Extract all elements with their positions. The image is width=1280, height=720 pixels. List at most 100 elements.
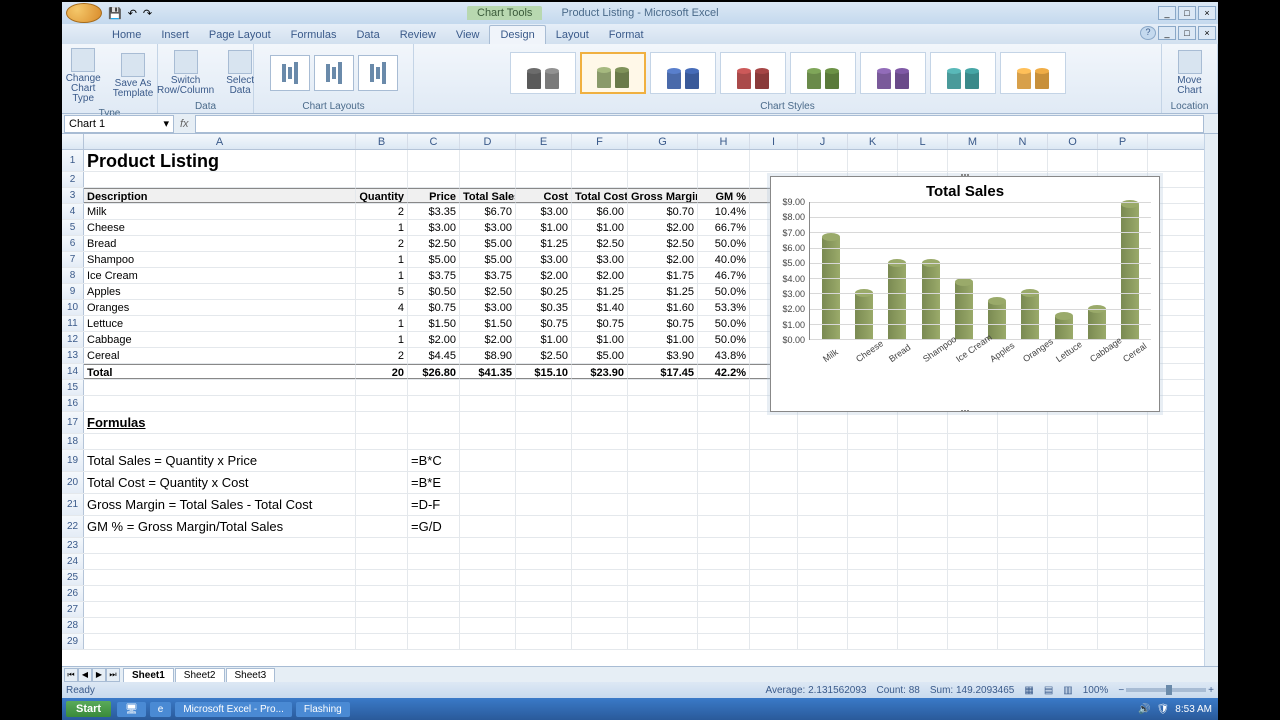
cell[interactable]: $0.50	[408, 284, 460, 299]
cell[interactable]: $3.35	[408, 204, 460, 219]
cell[interactable]: $2.00	[516, 268, 572, 283]
next-sheet-button[interactable]: ▶	[92, 668, 106, 682]
cell[interactable]: =B*C	[408, 450, 460, 471]
row-header-21[interactable]: 21	[62, 494, 84, 515]
column-header-C[interactable]: C	[408, 134, 460, 149]
cell[interactable]: 66.7%	[698, 220, 750, 235]
cell[interactable]: =G/D	[408, 516, 460, 537]
chart-bar[interactable]	[955, 282, 973, 339]
sheet-tab-sheet1[interactable]: Sheet1	[123, 668, 174, 682]
change-chart-type-button[interactable]: Change Chart Type	[62, 46, 105, 106]
cell[interactable]: $5.00	[408, 252, 460, 267]
chart-style-4[interactable]	[720, 52, 786, 94]
cell[interactable]: Shampoo	[84, 252, 356, 267]
cell[interactable]: $17.45	[628, 364, 698, 379]
undo-icon[interactable]: ↶	[128, 7, 137, 20]
cell[interactable]: Total Sales = Quantity x Price	[84, 450, 356, 471]
cell[interactable]: $1.75	[628, 268, 698, 283]
fx-icon[interactable]: fx	[174, 118, 195, 130]
cell[interactable]: Apples	[84, 284, 356, 299]
cell[interactable]: $5.00	[572, 348, 628, 363]
cell[interactable]: $1.00	[572, 220, 628, 235]
chart-style-8[interactable]	[1000, 52, 1066, 94]
cell[interactable]: 42.2%	[698, 364, 750, 379]
row-header-4[interactable]: 4	[62, 204, 84, 219]
cell[interactable]: Total Sales	[460, 188, 516, 203]
select-all-corner[interactable]	[62, 134, 84, 149]
cell[interactable]: Gross Margin = Total Sales - Total Cost	[84, 494, 356, 515]
cell[interactable]: Quantity	[356, 188, 408, 203]
chart-style-2[interactable]	[580, 52, 646, 94]
column-header-O[interactable]: O	[1048, 134, 1098, 149]
column-header-H[interactable]: H	[698, 134, 750, 149]
tab-layout[interactable]: Layout	[546, 26, 599, 44]
row-header-7[interactable]: 7	[62, 252, 84, 267]
cell[interactable]: 1	[356, 220, 408, 235]
quick-launch-ie[interactable]: e	[150, 702, 172, 717]
cell[interactable]: $15.10	[516, 364, 572, 379]
row-header-18[interactable]: 18	[62, 434, 84, 449]
column-header-F[interactable]: F	[572, 134, 628, 149]
prev-sheet-button[interactable]: ◀	[78, 668, 92, 682]
select-data-button[interactable]: Select Data	[222, 48, 258, 98]
cell[interactable]: $0.75	[408, 300, 460, 315]
cell[interactable]: Gross Margin	[628, 188, 698, 203]
first-sheet-button[interactable]: ⏮	[64, 668, 78, 682]
cell[interactable]: Milk	[84, 204, 356, 219]
cell[interactable]: 5	[356, 284, 408, 299]
chart-bar[interactable]	[888, 263, 906, 339]
cell[interactable]: Cabbage	[84, 332, 356, 347]
row-header-24[interactable]: 24	[62, 554, 84, 569]
cell[interactable]: $2.00	[460, 332, 516, 347]
redo-icon[interactable]: ↷	[143, 7, 152, 20]
row-header-3[interactable]: 3	[62, 188, 84, 203]
cell[interactable]: $1.00	[516, 332, 572, 347]
cell[interactable]: $26.80	[408, 364, 460, 379]
chart-bar[interactable]	[1121, 204, 1139, 339]
row-header-9[interactable]: 9	[62, 284, 84, 299]
tab-formulas[interactable]: Formulas	[281, 26, 347, 44]
taskbar-item[interactable]: Microsoft Excel - Pro...	[175, 702, 292, 717]
office-button[interactable]	[66, 3, 102, 23]
row-header-2[interactable]: 2	[62, 172, 84, 187]
cell[interactable]: Formulas	[84, 412, 356, 433]
tab-design[interactable]: Design	[489, 25, 545, 44]
cell[interactable]: 50.0%	[698, 236, 750, 251]
cell[interactable]: GM %	[698, 188, 750, 203]
row-header-10[interactable]: 10	[62, 300, 84, 315]
cell[interactable]: $3.90	[628, 348, 698, 363]
view-layout-icon[interactable]: ▤	[1044, 685, 1053, 696]
row-header-27[interactable]: 27	[62, 602, 84, 617]
row-header-11[interactable]: 11	[62, 316, 84, 331]
row-header-29[interactable]: 29	[62, 634, 84, 649]
row-header-13[interactable]: 13	[62, 348, 84, 363]
cell[interactable]: $1.00	[516, 220, 572, 235]
cell[interactable]: $1.50	[460, 316, 516, 331]
column-header-E[interactable]: E	[516, 134, 572, 149]
cell[interactable]: Price	[408, 188, 460, 203]
doc-minimize[interactable]: _	[1158, 26, 1176, 40]
cell[interactable]: $8.90	[460, 348, 516, 363]
vertical-scrollbar[interactable]	[1204, 134, 1218, 666]
cell[interactable]: =B*E	[408, 472, 460, 493]
cell[interactable]: Oranges	[84, 300, 356, 315]
chart-style-3[interactable]	[650, 52, 716, 94]
chart-style-6[interactable]	[860, 52, 926, 94]
doc-close[interactable]: ×	[1198, 26, 1216, 40]
cell[interactable]: Cereal	[84, 348, 356, 363]
chart-layout-2[interactable]	[314, 55, 354, 91]
sheet-tab-sheet2[interactable]: Sheet2	[175, 668, 225, 682]
cell[interactable]: $2.50	[628, 236, 698, 251]
cell[interactable]: $3.00	[572, 252, 628, 267]
save-as-template-button[interactable]: Save As Template	[109, 51, 158, 101]
close-button[interactable]: ×	[1198, 6, 1216, 20]
cell[interactable]: Total Cost	[572, 188, 628, 203]
cell[interactable]: Bread	[84, 236, 356, 251]
cell[interactable]: $2.00	[408, 332, 460, 347]
cell[interactable]: 43.8%	[698, 348, 750, 363]
cell[interactable]: 53.3%	[698, 300, 750, 315]
cell[interactable]: $3.00	[408, 220, 460, 235]
cell[interactable]: $3.75	[408, 268, 460, 283]
cell[interactable]: 1	[356, 252, 408, 267]
column-header-J[interactable]: J	[798, 134, 848, 149]
